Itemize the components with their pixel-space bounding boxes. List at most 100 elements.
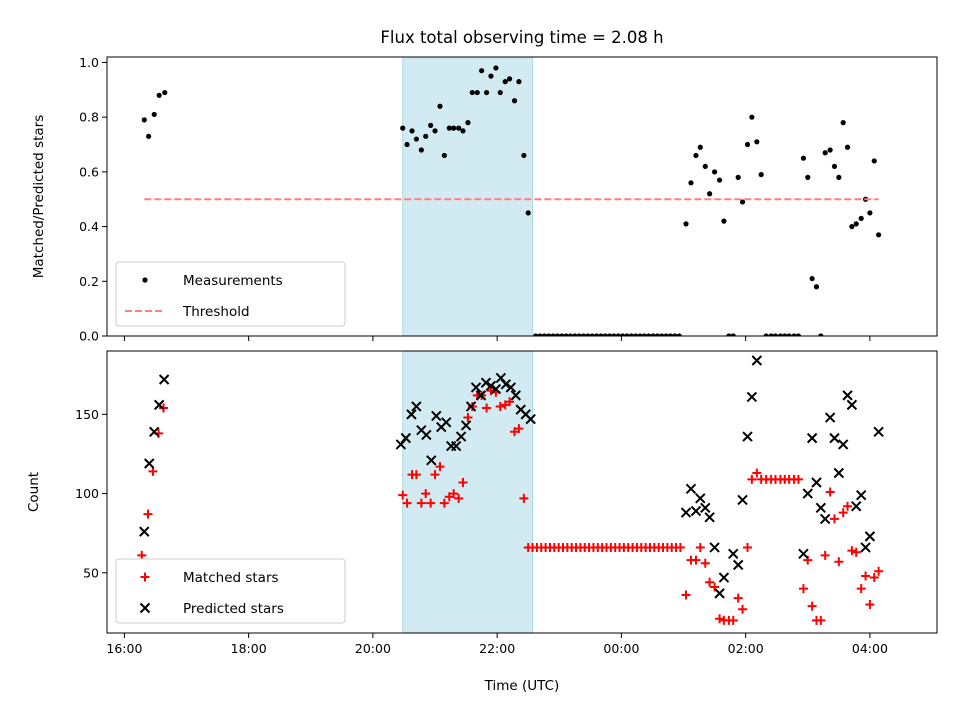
y-tick-label: 100 — [75, 486, 99, 501]
matched-star-marker — [861, 571, 871, 581]
predicted-star-marker — [158, 374, 170, 385]
predicted-star-marker — [732, 559, 744, 571]
matched-star-marker — [458, 477, 468, 487]
predicted-star-marker — [873, 426, 884, 438]
predicted-star-marker — [440, 417, 452, 428]
predicted-star-marker — [718, 572, 730, 583]
matched-star-marker — [743, 542, 753, 552]
measurement-point — [572, 333, 578, 336]
matched-star-marker — [430, 470, 440, 480]
matched-star-marker — [482, 403, 492, 413]
matched-star-marker — [449, 489, 459, 499]
measurement-point — [400, 125, 406, 131]
predicted-star-marker — [426, 455, 437, 466]
top-panel-ratio: 0.0 0.2 0.4 0.6 0.8 1.0 Matched/Predicted star… — [31, 55, 938, 344]
predicted-star-marker — [144, 458, 155, 469]
predicted-star-marker — [139, 526, 150, 537]
measurement-point — [840, 120, 846, 126]
measurement-point — [611, 333, 617, 336]
measurement-point — [730, 333, 736, 336]
legend-plus-swatch — [140, 572, 150, 582]
predicted-star-marker — [480, 377, 492, 388]
matched-star-marker — [439, 498, 449, 508]
predicted-star-marker — [737, 494, 748, 506]
predicted-star-marker — [153, 399, 165, 411]
matched-star-marker — [700, 558, 710, 568]
matched-star-marker — [851, 547, 861, 557]
x-tick-label: 16:00 — [106, 641, 142, 656]
measurement-point — [836, 174, 842, 180]
measurement-point — [867, 210, 873, 216]
measurement-point — [451, 125, 457, 131]
y-tick-label: 50 — [83, 565, 99, 580]
x-tick-label: 04:00 — [852, 641, 888, 656]
measurement-point — [428, 122, 434, 128]
measurement-point — [876, 232, 882, 238]
measurement-point — [683, 221, 689, 227]
measurement-point — [813, 284, 820, 290]
x-tick-label: 22:00 — [479, 641, 515, 656]
legend-label: Predicted stars — [183, 601, 284, 617]
matched-star-marker — [710, 582, 720, 592]
measurement-point — [858, 215, 864, 221]
matched-star-marker — [820, 550, 830, 560]
predicted-star-marker — [690, 505, 702, 517]
predicted-star-marker — [460, 420, 472, 431]
predicted-star-marker — [465, 401, 477, 412]
measurement-point — [554, 333, 561, 336]
predicted-star-marker — [742, 431, 753, 442]
measurement-point — [633, 333, 639, 336]
measurement-point — [418, 147, 424, 153]
matched-star-marker — [869, 573, 879, 583]
matched-star-marker — [733, 593, 743, 603]
predicted-star-marker — [728, 548, 739, 559]
x-tick-label: 00:00 — [603, 641, 639, 656]
matched-star-marker — [807, 601, 817, 611]
measurement-point — [763, 333, 769, 336]
matched-star-marker — [695, 542, 705, 552]
measurement-point — [716, 177, 723, 183]
measurement-point — [151, 111, 157, 118]
measurement-point — [606, 333, 613, 336]
matched-star-marker — [747, 474, 757, 484]
legend-label: Threshold — [182, 304, 250, 320]
matched-star-marker — [675, 542, 685, 552]
matched-star-marker — [398, 490, 408, 500]
y-axis-label: Matched/Predicted stars — [31, 115, 47, 278]
measurement-point — [456, 125, 462, 131]
measurement-point — [805, 174, 811, 180]
measurement-point — [795, 333, 802, 336]
plot-area — [137, 355, 884, 625]
measurement-point — [822, 150, 828, 156]
measurement-point — [493, 65, 499, 71]
measurement-point — [413, 136, 419, 142]
legend-label: Matched stars — [183, 570, 279, 586]
observing-span — [402, 56, 534, 337]
y-tick-label: 0.2 — [79, 274, 99, 289]
matched-star-marker — [519, 493, 529, 503]
matched-star-marker — [847, 546, 857, 556]
predicted-star-marker — [406, 409, 417, 420]
matched-star-marker — [798, 584, 808, 594]
predicted-star-marker — [411, 401, 422, 412]
matched-star-marker — [463, 413, 473, 423]
matched-star-marker — [691, 555, 701, 565]
predicted-star-marker — [751, 355, 763, 366]
measurement-point — [693, 152, 699, 159]
matched-star-marker — [416, 498, 426, 508]
predicted-star-marker — [475, 390, 487, 401]
matched-star-marker — [825, 487, 835, 497]
measurement-point — [141, 117, 147, 123]
axes-frame — [106, 350, 938, 634]
y-tick-label: 150 — [75, 407, 99, 422]
bottom-panel-counts: 16:00 18:00 20:00 22:00 00:00 02:00 04:00 50 100… — [26, 350, 938, 656]
plot-area — [141, 65, 882, 336]
predicted-star-marker — [860, 542, 871, 553]
measurement-point — [754, 139, 760, 145]
predicted-star-marker — [851, 501, 862, 512]
measurement-point — [521, 152, 527, 159]
measurement-point — [624, 333, 630, 336]
predicted-star-marker — [798, 548, 809, 559]
matched-star-marker — [816, 615, 826, 625]
predicted-star-marker — [450, 440, 462, 452]
